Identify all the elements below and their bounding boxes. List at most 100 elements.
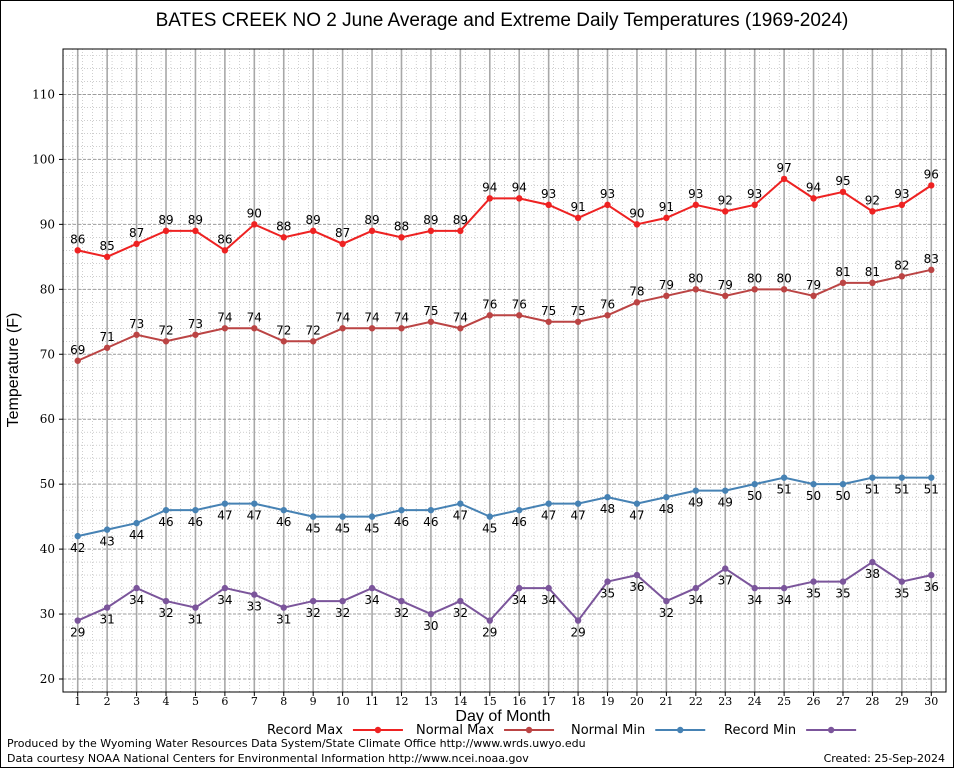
x-tick-label: 1 <box>74 695 81 708</box>
legend-marker-record-min <box>827 726 835 734</box>
data-label-normal-min: 46 <box>188 515 203 529</box>
data-point-normal-min <box>928 474 935 481</box>
data-label-normal-max: 74 <box>217 310 232 324</box>
data-point-record-max <box>427 227 435 235</box>
data-label-record-min: 29 <box>482 626 497 640</box>
series: 86 85 87 89 89 86 90 88 89 87 89 88 89 89 94 94 93 91 93 90… <box>70 161 939 640</box>
x-tick-label: 5 <box>192 695 199 708</box>
y-axis-label: Temperature (F) <box>5 313 22 428</box>
data-label-normal-max: 80 <box>747 271 762 285</box>
data-point-record-min <box>928 571 935 579</box>
data-point-record-max <box>898 201 906 209</box>
data-label-normal-max: 76 <box>600 297 615 311</box>
data-point-normal-min <box>574 500 582 507</box>
data-label-record-min: 35 <box>600 587 615 601</box>
data-point-normal-min <box>74 532 81 540</box>
y-tick-label: 40 <box>40 542 55 556</box>
y-tick-label: 80 <box>40 282 55 296</box>
data-label-record-min: 29 <box>70 626 85 640</box>
data-label-record-max: 93 <box>747 187 762 201</box>
data-label-normal-max: 74 <box>335 310 350 324</box>
data-label-normal-min: 51 <box>776 483 791 497</box>
data-label-normal-min: 46 <box>158 515 173 529</box>
data-label-record-min: 31 <box>188 613 203 627</box>
data-label-record-min: 32 <box>158 606 173 620</box>
data-point-record-min <box>780 584 788 592</box>
data-point-normal-max <box>574 318 582 325</box>
data-point-record-min <box>162 597 170 605</box>
data-point-record-max <box>604 201 611 209</box>
data-label-normal-min: 49 <box>688 496 703 510</box>
data-point-normal-min <box>251 500 258 507</box>
data-point-record-min <box>633 571 641 579</box>
data-point-record-max <box>280 234 287 241</box>
data-label-record-max: 92 <box>718 193 733 207</box>
data-point-record-max <box>810 195 817 202</box>
data-point-record-max <box>457 227 464 235</box>
data-point-record-min <box>722 565 729 572</box>
series-line-normal-max <box>77 268 932 362</box>
data-point-normal-min <box>810 480 817 488</box>
data-label-normal-min: 48 <box>600 502 615 516</box>
data-label-record-max: 97 <box>776 161 791 175</box>
data-point-normal-max <box>192 331 199 338</box>
footer-data-courtesy: Data courtesy NOAA National Centers for … <box>7 752 529 765</box>
x-tick-label: 30 <box>924 695 938 708</box>
data-point-record-max <box>574 214 582 222</box>
data-point-normal-max <box>722 292 729 300</box>
data-label-normal-max: 72 <box>306 323 321 337</box>
x-axis-label: Day of Month <box>455 708 550 725</box>
x-tick-label: 14 <box>453 695 467 708</box>
data-label-record-min: 34 <box>512 593 527 607</box>
data-label-record-min: 36 <box>924 580 939 594</box>
data-label-normal-min: 46 <box>423 515 438 529</box>
x-tick-label: 7 <box>251 695 258 708</box>
data-label-normal-max: 75 <box>570 304 585 318</box>
data-point-record-max <box>339 240 346 248</box>
data-label-record-min: 38 <box>865 567 880 581</box>
x-tick-label: 10 <box>336 695 350 708</box>
data-point-normal-min <box>103 526 111 533</box>
y-tick-label: 110 <box>32 87 55 101</box>
x-tick-label: 20 <box>630 695 644 708</box>
data-point-normal-max <box>368 325 376 332</box>
x-tick-label: 18 <box>571 695 585 708</box>
data-label-normal-min: 45 <box>364 522 379 536</box>
data-label-record-min: 35 <box>806 587 821 601</box>
data-point-record-min <box>663 597 670 605</box>
data-point-normal-min <box>457 500 464 507</box>
data-label-record-max: 91 <box>570 200 585 214</box>
grid <box>63 49 946 693</box>
legend-marker-normal-max <box>525 726 533 734</box>
data-point-record-max <box>221 247 229 254</box>
data-label-record-min: 31 <box>276 613 291 627</box>
data-label-normal-min: 49 <box>718 496 733 510</box>
data-label-record-min: 32 <box>453 606 468 620</box>
data-label-normal-max: 72 <box>276 323 291 337</box>
x-tick-label: 19 <box>601 695 615 708</box>
data-point-normal-min <box>427 506 435 514</box>
data-label-normal-max: 71 <box>100 330 115 344</box>
data-point-normal-min <box>339 513 346 520</box>
data-label-record-max: 89 <box>423 213 438 227</box>
data-point-normal-min <box>604 493 611 501</box>
y-tick-label: 90 <box>40 217 55 231</box>
data-label-normal-max: 79 <box>806 278 821 292</box>
data-label-record-max: 88 <box>394 219 409 233</box>
data-point-normal-min <box>869 474 876 481</box>
x-tick-label: 24 <box>748 695 762 708</box>
data-label-record-max: 90 <box>247 206 262 220</box>
data-label-record-max: 96 <box>924 167 939 181</box>
data-point-record-max <box>751 201 758 209</box>
data-label-record-max: 90 <box>629 206 644 220</box>
data-label-normal-min: 47 <box>217 509 232 523</box>
x-tick-label: 22 <box>689 695 703 708</box>
data-point-normal-min <box>133 519 140 527</box>
data-label-record-max: 88 <box>276 219 291 233</box>
data-point-record-min <box>427 610 435 618</box>
legend: Record Max Normal Max Normal Min Record Min <box>267 723 857 738</box>
data-label-normal-max: 73 <box>188 317 203 331</box>
data-label-normal-max: 81 <box>865 265 880 279</box>
x-tick-label: 4 <box>163 695 170 708</box>
